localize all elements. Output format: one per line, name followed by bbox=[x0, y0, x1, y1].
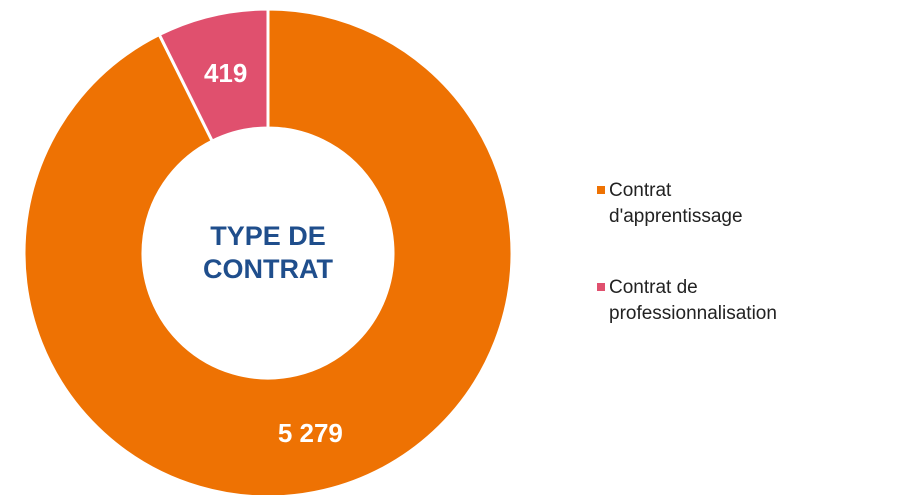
legend-label: Contrat de professionnalisation bbox=[609, 277, 777, 324]
legend-label: Contrat d'apprentissage bbox=[609, 180, 743, 227]
legend-swatch bbox=[597, 186, 605, 194]
legend-item: Contrat de professionnalisation bbox=[597, 275, 897, 327]
legend-swatch bbox=[597, 283, 605, 291]
value-label: 5 279 bbox=[278, 418, 343, 448]
legend: Contrat d'apprentissage Contrat de profes… bbox=[597, 178, 897, 372]
center-label: TYPE DE CONTRAT bbox=[203, 221, 333, 284]
legend-item: Contrat d'apprentissage bbox=[597, 178, 897, 230]
value-label: 419 bbox=[204, 58, 247, 88]
center-label-line: TYPE DE bbox=[210, 221, 326, 251]
donut-slice bbox=[22, 7, 514, 495]
donut-slice bbox=[157, 7, 270, 144]
center-label-line: CONTRAT bbox=[203, 254, 333, 284]
